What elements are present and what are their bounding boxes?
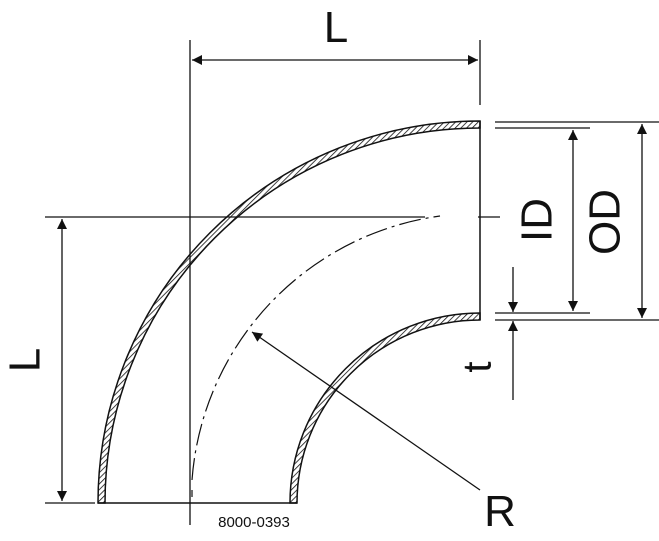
radius-leader xyxy=(251,331,481,491)
centerline-arc xyxy=(191,215,441,481)
label-l-top: L xyxy=(324,3,348,52)
label-t: t xyxy=(456,361,500,372)
outer-wall xyxy=(97,120,481,504)
drawing-number: 8000-0393 xyxy=(218,514,290,531)
label-l-left: L xyxy=(1,348,50,372)
inner-wall xyxy=(289,312,481,504)
label-r: R xyxy=(484,487,516,536)
label-od: OD xyxy=(581,189,630,255)
label-id: ID xyxy=(513,198,562,242)
